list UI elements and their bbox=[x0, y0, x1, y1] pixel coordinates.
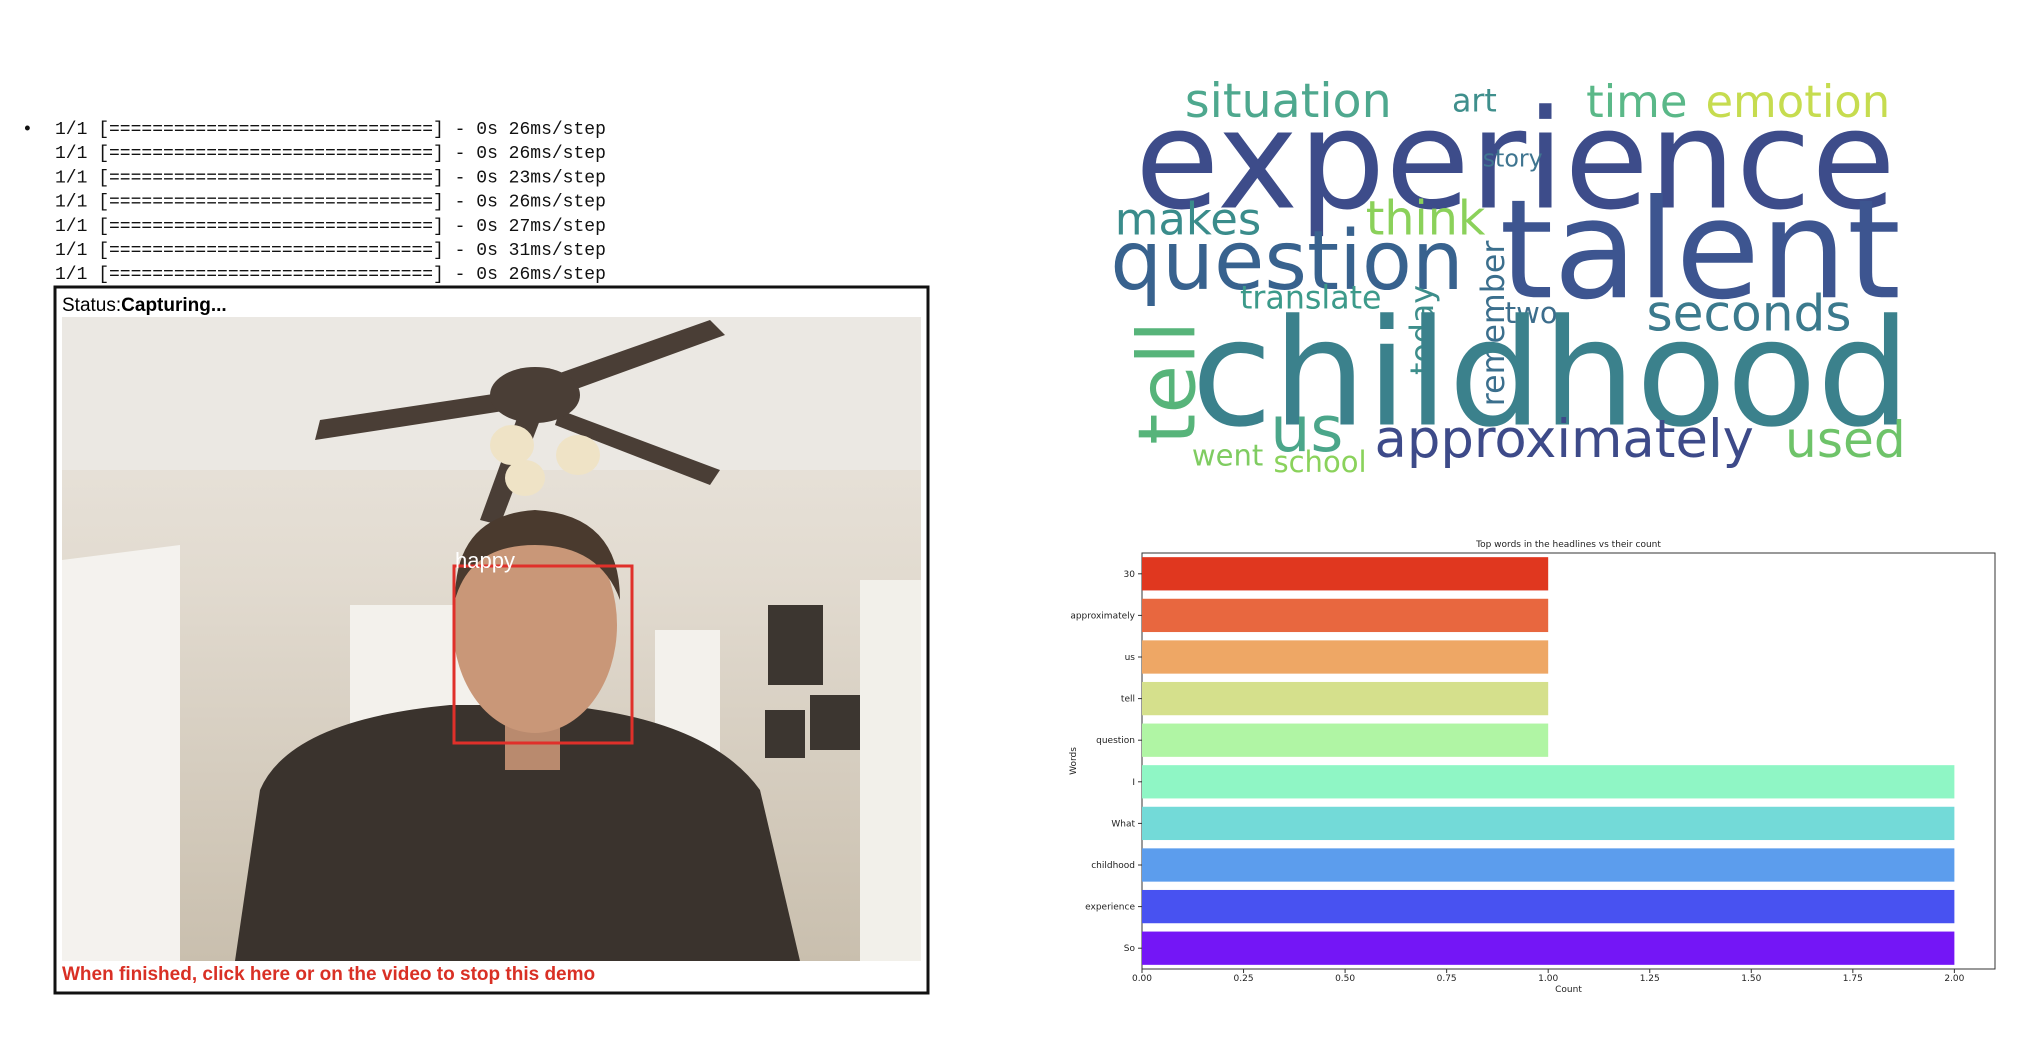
plot-area bbox=[1141, 552, 1996, 970]
cloud-word: seconds bbox=[1646, 283, 1851, 342]
chart-title: Top words in the headlines vs their coun… bbox=[1475, 540, 1661, 550]
cloud-word: remember bbox=[1476, 240, 1512, 407]
bar bbox=[1142, 681, 1549, 716]
x-tick-label: 1.25 bbox=[1640, 974, 1660, 984]
y-tick-label: tell bbox=[1121, 695, 1135, 705]
log-line: 1/1 [==============================] - 0… bbox=[55, 265, 606, 285]
picture-frame bbox=[810, 695, 860, 750]
status-label: Status: bbox=[62, 295, 121, 316]
bar bbox=[1142, 598, 1549, 633]
bullet: • bbox=[22, 120, 33, 140]
x-tick-label: 0.00 bbox=[1132, 974, 1152, 984]
log-line: 1/1 [==============================] - 0… bbox=[55, 120, 606, 140]
bar bbox=[1142, 765, 1955, 799]
y-tick-label: approximately bbox=[1070, 611, 1135, 621]
cloud-word: think bbox=[1366, 192, 1486, 247]
y-tick-label: experience bbox=[1085, 903, 1135, 913]
cloud-word: approximately bbox=[1374, 409, 1753, 470]
log-line: 1/1 [==============================] - 0… bbox=[55, 144, 606, 164]
cloud-word: school bbox=[1273, 445, 1366, 479]
x-tick-label: 1.00 bbox=[1538, 974, 1558, 984]
shirt bbox=[235, 705, 800, 961]
door-left bbox=[62, 545, 180, 961]
cloud-word: us bbox=[1270, 392, 1343, 466]
face-box bbox=[452, 564, 634, 745]
bar bbox=[1142, 723, 1549, 757]
cloud-word: two bbox=[1505, 296, 1558, 330]
emotion-label: happy bbox=[455, 548, 515, 573]
bar bbox=[1142, 557, 1549, 591]
x-tick-label: 2.00 bbox=[1944, 974, 1964, 984]
cloud-word: childhood bbox=[1191, 288, 1910, 460]
cloud-word: time bbox=[1586, 75, 1687, 128]
cloud-word: emotion bbox=[1705, 75, 1890, 128]
y-tick-label: us bbox=[1125, 653, 1136, 663]
picture-frame bbox=[768, 605, 823, 685]
cloud-word: art bbox=[1452, 84, 1497, 120]
y-axis-label: Words bbox=[1069, 747, 1079, 775]
hair bbox=[455, 510, 620, 600]
cloud-word: used bbox=[1785, 410, 1906, 469]
x-tick-label: 0.75 bbox=[1437, 974, 1457, 984]
log-line: 1/1 [==============================] - 0… bbox=[55, 193, 606, 213]
stop-link[interactable]: When finished, click here or on the vide… bbox=[62, 964, 595, 985]
bar bbox=[1142, 889, 1955, 924]
x-tick-label: 1.50 bbox=[1741, 974, 1761, 984]
bar bbox=[1142, 640, 1549, 674]
x-tick-label: 0.25 bbox=[1234, 974, 1254, 984]
face bbox=[453, 517, 617, 733]
bar bbox=[1142, 931, 1955, 965]
cloud-word: makes bbox=[1115, 193, 1262, 246]
log-line: 1/1 [==============================] - 0… bbox=[55, 217, 606, 237]
cloud-word: situation bbox=[1185, 74, 1392, 129]
y-tick-label: childhood bbox=[1091, 861, 1135, 871]
cloud-word: story bbox=[1483, 144, 1543, 172]
status: Status:Capturing... bbox=[62, 295, 227, 316]
fan-lights bbox=[490, 425, 600, 496]
cloud-word: question bbox=[1110, 214, 1464, 309]
status-value: Capturing... bbox=[121, 295, 227, 316]
y-tick-label: 30 bbox=[1124, 570, 1136, 580]
bar bbox=[1142, 848, 1955, 882]
cloud-word: went bbox=[1192, 438, 1263, 472]
log-line: 1/1 [==============================] - 0… bbox=[55, 241, 606, 261]
cloud-word: today bbox=[1405, 285, 1441, 375]
picture-frame bbox=[765, 710, 805, 758]
cloud-word: translate bbox=[1240, 280, 1382, 316]
cloud-word: tell bbox=[1120, 321, 1213, 445]
y-tick-label: What bbox=[1111, 819, 1135, 829]
y-tick-label: question bbox=[1096, 736, 1135, 746]
window bbox=[860, 580, 921, 961]
cloud-word: experience bbox=[1135, 82, 1896, 241]
log-line: 1/1 [==============================] - 0… bbox=[55, 168, 606, 188]
cloud-word: talent bbox=[1499, 171, 1900, 330]
bar bbox=[1142, 806, 1955, 841]
y-tick-label: So bbox=[1124, 944, 1136, 954]
x-axis-label: Count bbox=[1555, 985, 1582, 995]
y-tick-label: I bbox=[1132, 778, 1135, 788]
x-tick-label: 1.75 bbox=[1843, 974, 1863, 984]
video-feed[interactable] bbox=[62, 317, 921, 961]
x-tick-label: 0.50 bbox=[1335, 974, 1355, 984]
